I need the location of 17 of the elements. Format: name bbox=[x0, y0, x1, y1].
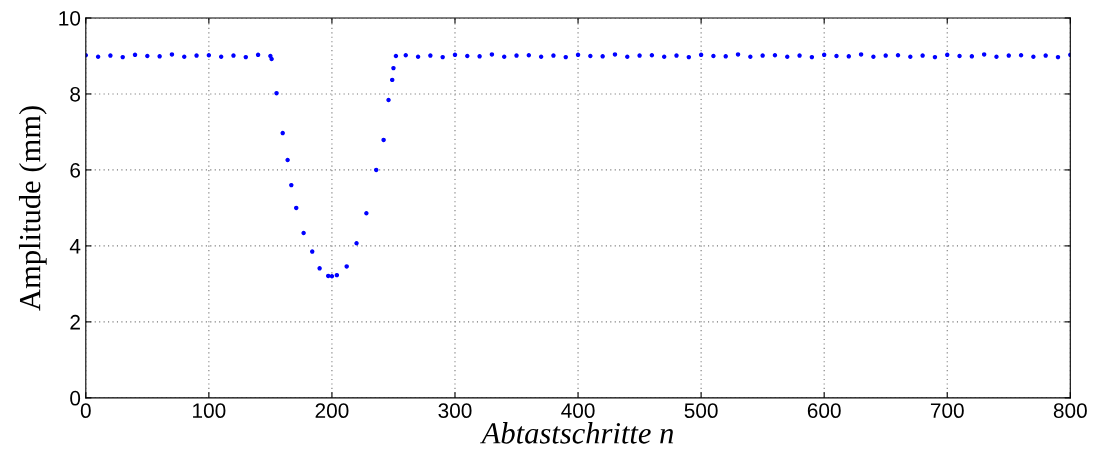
x-tick-label: 100 bbox=[193, 403, 226, 419]
x-tick-label: 600 bbox=[807, 403, 841, 419]
x-tick-label: 200 bbox=[315, 403, 349, 419]
y-tick-label: 10 bbox=[59, 10, 81, 26]
y-tick-label: 0 bbox=[70, 390, 81, 406]
x-axis-title: Abtastschritte n bbox=[480, 422, 674, 444]
x-tick-label: 500 bbox=[684, 403, 718, 419]
y-tick-label: 4 bbox=[69, 239, 81, 254]
y-axis-title: Amplitude (mm) bbox=[18, 106, 47, 311]
y-tick-label: 6 bbox=[70, 162, 81, 178]
x-tick-label: 700 bbox=[930, 403, 964, 419]
x-tick-label: 300 bbox=[438, 403, 472, 419]
y-tick-label: 2 bbox=[70, 314, 80, 330]
x-tick-label: 400 bbox=[561, 403, 595, 419]
y-tick-label: 8 bbox=[70, 86, 81, 102]
x-tick-label: 800 bbox=[1053, 403, 1087, 419]
x-tick-label: 0 bbox=[80, 403, 91, 419]
